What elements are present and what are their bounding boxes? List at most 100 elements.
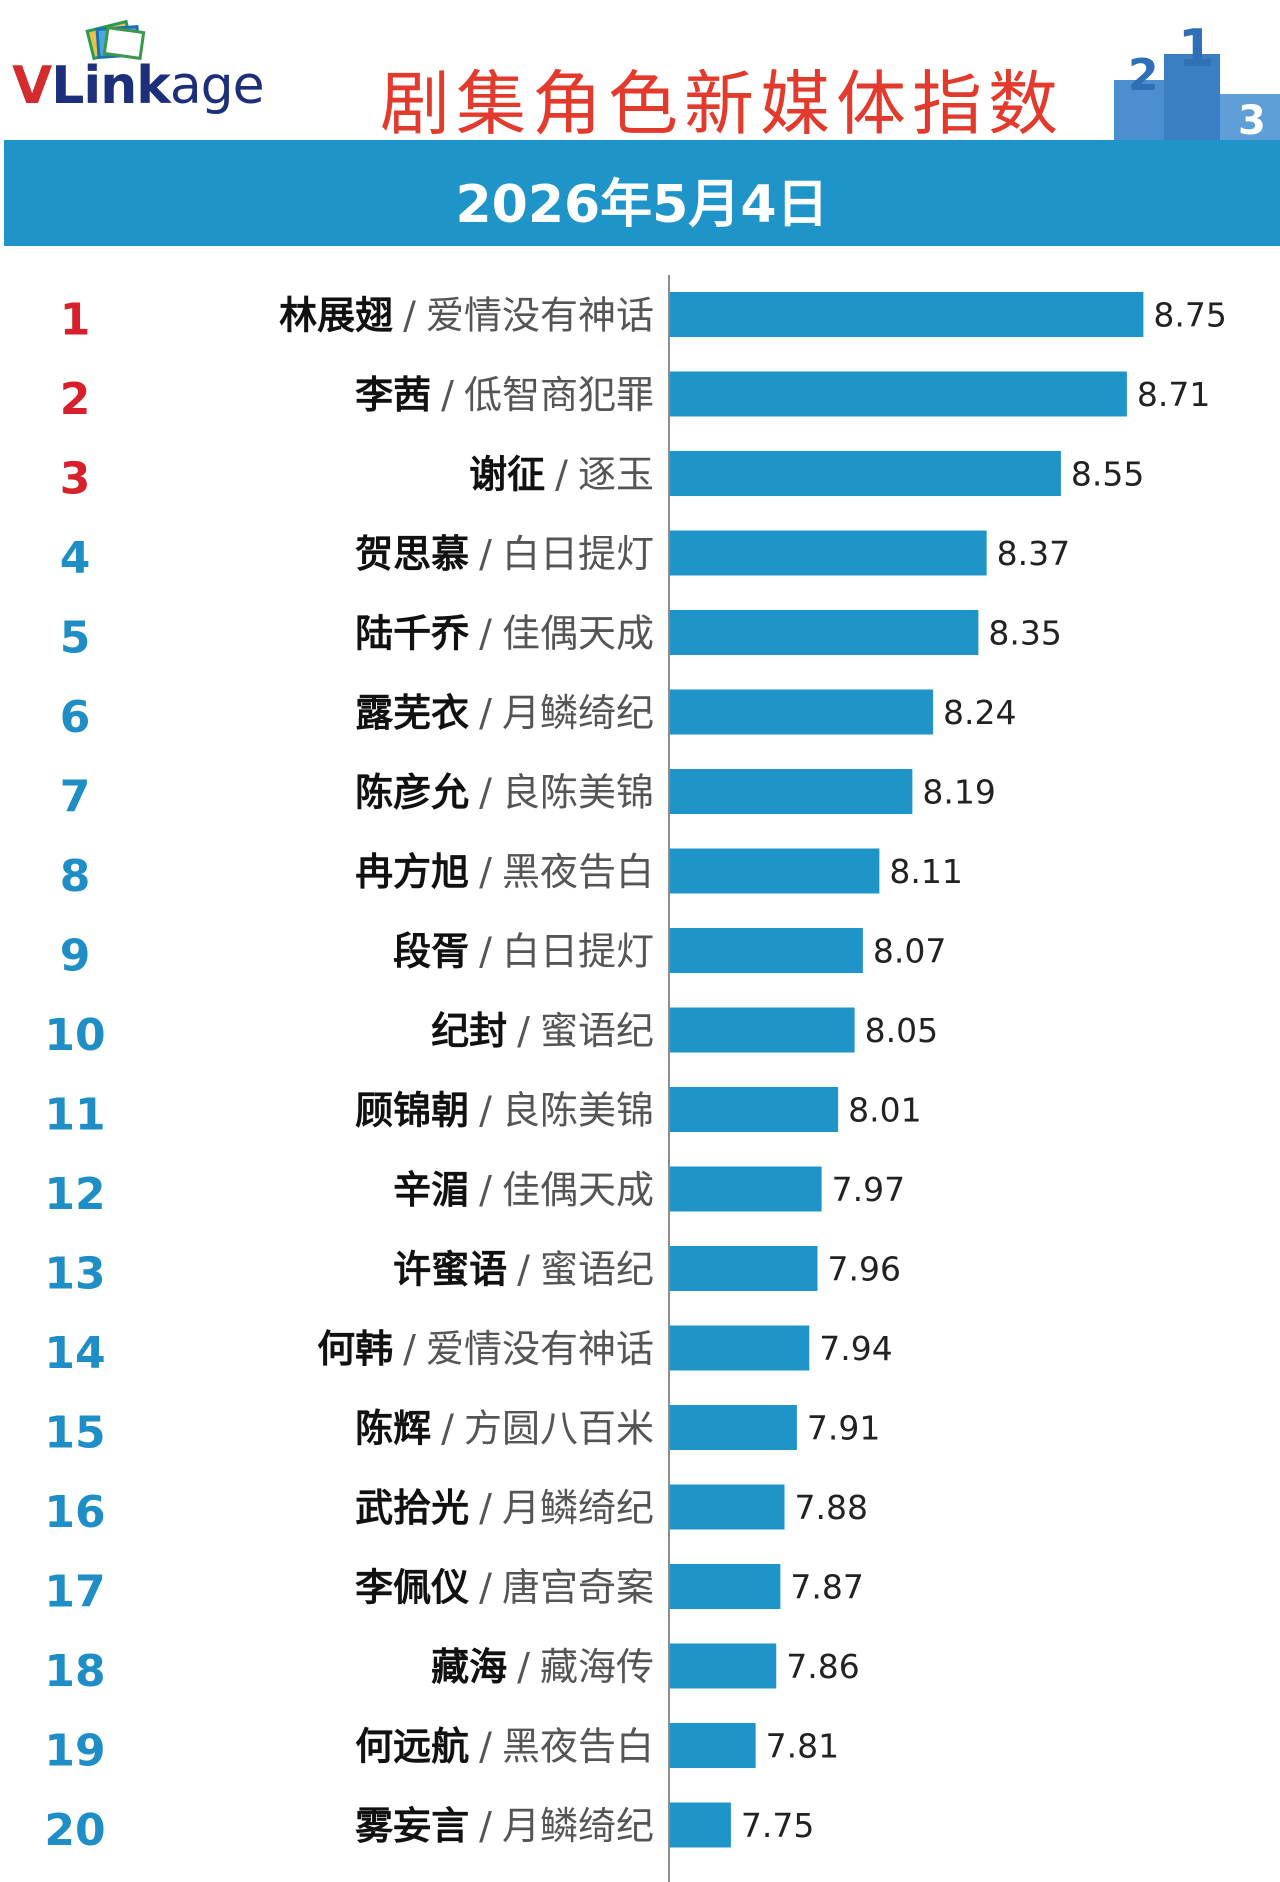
character-name: 贺思慕: [355, 532, 469, 576]
header: VLinkage 剧集角色新媒体指数 2 1 3: [0, 0, 1280, 145]
character-name: 露芜衣: [355, 691, 469, 735]
drama-name: 唐宫奇案: [502, 1566, 654, 1610]
data-label: 7.88: [795, 1488, 868, 1527]
logo-text: VLinkage: [12, 56, 265, 116]
row-label: 纪封 / 蜜语纪: [431, 1009, 654, 1053]
character-name: 陆千乔: [355, 612, 469, 656]
data-label: 8.75: [1153, 296, 1226, 335]
drama-name: 月鳞绮纪: [502, 1804, 654, 1848]
rank-number: 16: [44, 1487, 105, 1538]
data-label: 8.24: [943, 693, 1016, 732]
date-band: 2026年5月4日: [4, 140, 1280, 246]
data-label: 7.96: [828, 1250, 901, 1289]
row-label: 林展翅 / 爱情没有神话: [279, 294, 654, 338]
bar: [670, 1325, 810, 1371]
bar: [670, 371, 1127, 417]
bar: [670, 292, 1144, 337]
character-name: 段胥: [393, 930, 469, 974]
bar: [670, 610, 979, 655]
row-label: 武拾光 / 月鳞绮纪: [355, 1486, 654, 1530]
label-separator: /: [517, 1009, 530, 1053]
drama-name: 蜜语纪: [540, 1248, 654, 1292]
label-separator: /: [479, 1089, 492, 1133]
row-label: 何远航 / 黑夜告白: [355, 1725, 654, 1769]
drama-name: 良陈美锦: [502, 771, 654, 815]
character-name: 何远航: [355, 1725, 469, 1769]
ranking-bar-chart: 1 林展翅 / 爱情没有神话 8.752 李茜 / 低智商犯罪 8.713 谢征 / 逐玉 8.554 贺…: [44, 275, 1227, 1882]
drama-name: 白日提灯: [502, 930, 654, 974]
row-label: 露芜衣 / 月鳞绮纪: [355, 691, 654, 735]
row-label: 陈彦允 / 良陈美锦: [355, 771, 654, 815]
rank-number: 5: [60, 613, 91, 664]
drama-name: 黑夜告白: [502, 1725, 654, 1769]
rank-number: 1: [60, 295, 91, 346]
label-separator: /: [403, 1327, 416, 1371]
character-name: 纪封: [431, 1009, 507, 1053]
label-separator: /: [479, 1566, 492, 1610]
rank-number: 14: [44, 1328, 105, 1379]
rank-number: 2: [60, 374, 91, 425]
podium-digit-3: 3: [1238, 98, 1266, 140]
drama-name: 蜜语纪: [540, 1009, 654, 1053]
data-label: 8.37: [997, 534, 1070, 573]
character-name: 何韩: [317, 1327, 393, 1371]
podium-digit-2: 2: [1128, 50, 1159, 101]
data-label: 8.71: [1137, 375, 1210, 414]
label-separator: /: [403, 294, 416, 338]
data-label: 7.91: [807, 1409, 880, 1448]
character-name: 谢征: [469, 453, 545, 497]
label-separator: /: [441, 1407, 454, 1451]
podium-digit-1: 1: [1178, 19, 1214, 79]
label-separator: /: [555, 453, 568, 497]
row-label: 李茜 / 低智商犯罪: [355, 373, 654, 417]
row-label: 藏海 / 藏海传: [431, 1645, 654, 1689]
rank-number: 15: [44, 1408, 105, 1459]
bar: [670, 928, 863, 973]
row-label: 雾妄言 / 月鳞绮纪: [355, 1804, 654, 1848]
drama-name: 低智商犯罪: [464, 373, 654, 417]
rank-number: 19: [44, 1726, 105, 1777]
label-separator: /: [479, 850, 492, 894]
rank-number: 12: [44, 1169, 105, 1220]
bar: [670, 451, 1061, 496]
drama-name: 爱情没有神话: [426, 294, 654, 338]
data-label: 7.86: [786, 1647, 859, 1686]
row-label: 辛湄 / 佳偶天成: [393, 1168, 654, 1212]
label-separator: /: [479, 1804, 492, 1848]
row-label: 陈辉 / 方圆八百米: [355, 1407, 654, 1451]
bar: [670, 689, 933, 735]
row-label: 谢征 / 逐玉: [469, 453, 654, 497]
label-separator: /: [517, 1645, 530, 1689]
label-separator: /: [479, 1168, 492, 1212]
vlinkage-logo: VLinkage: [12, 19, 282, 122]
drama-name: 藏海传: [540, 1645, 654, 1689]
character-name: 冉方旭: [355, 850, 469, 894]
character-name: 李茜: [355, 373, 431, 417]
data-label: 7.94: [819, 1329, 892, 1368]
rank-number: 4: [60, 533, 91, 584]
data-label: 8.19: [922, 773, 995, 812]
drama-name: 佳偶天成: [502, 1168, 654, 1212]
rank-number: 9: [60, 931, 91, 982]
label-separator: /: [479, 1725, 492, 1769]
drama-name: 逐玉: [578, 453, 654, 497]
data-label: 8.11: [889, 852, 962, 891]
character-name: 李佩仪: [355, 1566, 469, 1610]
label-separator: /: [479, 1486, 492, 1530]
drama-name: 爱情没有神话: [426, 1327, 654, 1371]
rank-number: 8: [60, 851, 91, 902]
character-name: 顾锦朝: [355, 1089, 469, 1133]
bar: [670, 848, 880, 894]
data-label: 7.87: [790, 1568, 863, 1607]
bar: [670, 1723, 756, 1768]
rank-number: 7: [60, 772, 91, 823]
row-label: 李佩仪 / 唐宫奇案: [355, 1566, 654, 1610]
character-name: 陈彦允: [355, 771, 469, 815]
data-label: 7.97: [832, 1170, 905, 1209]
date-label: 2026年5月4日: [455, 175, 829, 235]
cards-icon: [85, 19, 146, 61]
character-name: 辛湄: [393, 1168, 469, 1212]
rank-number: 13: [44, 1249, 105, 1300]
character-name: 雾妄言: [355, 1804, 469, 1848]
character-name: 武拾光: [355, 1486, 469, 1530]
